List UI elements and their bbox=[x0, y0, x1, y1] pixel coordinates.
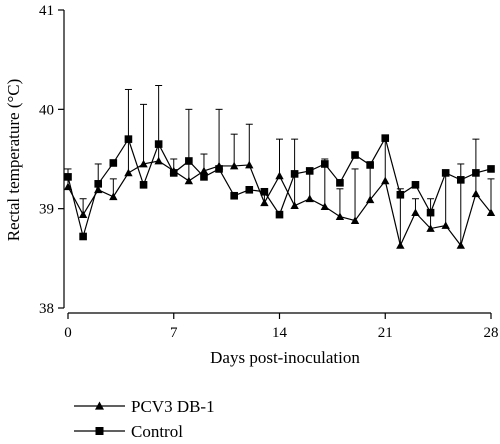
data-point-triangle bbox=[290, 201, 299, 210]
data-point-square bbox=[64, 173, 72, 181]
data-point-triangle bbox=[441, 221, 450, 229]
data-point-square bbox=[169, 169, 178, 177]
data-point-square bbox=[109, 159, 118, 167]
x-axis-title: Days post-inoculation bbox=[210, 348, 360, 367]
data-point-square bbox=[411, 181, 420, 189]
legend-label: Control bbox=[131, 422, 183, 441]
legend: PCV3 DB-1 Control bbox=[74, 397, 215, 441]
data-point-triangle bbox=[94, 185, 103, 194]
legend-marker-triangle bbox=[95, 401, 104, 410]
data-point-square bbox=[472, 169, 480, 177]
data-point-triangle bbox=[486, 208, 496, 216]
data-point-triangle bbox=[184, 176, 194, 185]
legend-marker-square bbox=[95, 427, 104, 435]
legend-label: PCV3 DB-1 bbox=[131, 397, 215, 416]
data-point-square bbox=[381, 134, 390, 142]
x-tick-label: 21 bbox=[378, 325, 393, 341]
y-tick-label: 40 bbox=[39, 102, 54, 118]
data-point-square bbox=[275, 210, 284, 219]
data-point-triangle bbox=[63, 182, 73, 191]
data-point-triangle bbox=[426, 224, 435, 232]
data-point-square bbox=[336, 179, 344, 187]
data-point-triangle bbox=[154, 156, 163, 165]
data-point-square bbox=[154, 140, 163, 148]
data-point-square bbox=[456, 176, 465, 184]
data-point-square bbox=[94, 180, 103, 188]
data-point-triangle bbox=[305, 194, 314, 203]
legend-item: PCV3 DB-1 bbox=[74, 397, 215, 416]
data-point-triangle bbox=[199, 166, 209, 175]
data-point-triangle bbox=[471, 189, 481, 198]
series-markers bbox=[63, 134, 496, 249]
data-point-square bbox=[290, 170, 299, 178]
data-point-square bbox=[245, 185, 254, 194]
data-point-triangle bbox=[124, 168, 133, 177]
plot-area: 38 39 40 41 0 7 14 21 28 bbox=[39, 3, 499, 341]
x-axis-ticks: 0 7 14 21 28 bbox=[64, 313, 499, 341]
data-point-square bbox=[426, 208, 435, 217]
data-point-square bbox=[305, 167, 314, 175]
data-point-triangle bbox=[381, 176, 390, 185]
y-axis-title: Rectal temperature (°C) bbox=[4, 79, 23, 242]
data-point-square bbox=[487, 165, 495, 173]
x-tick-label: 28 bbox=[484, 325, 499, 341]
data-point-square bbox=[139, 181, 148, 189]
data-point-square bbox=[200, 173, 208, 181]
data-point-square bbox=[79, 232, 87, 241]
y-tick-label: 39 bbox=[39, 202, 54, 218]
data-point-triangle bbox=[365, 195, 375, 204]
data-point-square bbox=[441, 169, 450, 177]
data-point-triangle bbox=[275, 171, 284, 180]
y-tick-label: 41 bbox=[39, 3, 54, 19]
x-tick-label: 14 bbox=[272, 325, 288, 341]
data-point-square bbox=[351, 151, 359, 159]
data-point-triangle bbox=[335, 212, 345, 220]
data-point-triangle bbox=[396, 241, 405, 249]
data-point-square bbox=[230, 191, 238, 200]
data-point-triangle bbox=[109, 192, 118, 201]
x-tick-label: 0 bbox=[64, 325, 72, 341]
data-point-triangle bbox=[229, 161, 239, 170]
data-point-square bbox=[124, 135, 133, 143]
data-point-square bbox=[215, 165, 223, 173]
data-point-triangle bbox=[350, 216, 360, 224]
data-point-triangle bbox=[456, 241, 465, 249]
data-point-triangle bbox=[245, 160, 254, 169]
data-point-square bbox=[396, 190, 405, 199]
y-tick-label: 38 bbox=[39, 301, 54, 317]
legend-item: Control bbox=[74, 422, 183, 441]
data-point-triangle bbox=[260, 198, 269, 207]
data-point-triangle bbox=[411, 208, 420, 216]
x-tick-label: 7 bbox=[170, 325, 178, 341]
data-point-triangle bbox=[320, 202, 330, 211]
data-point-square bbox=[366, 161, 374, 169]
data-point-triangle bbox=[139, 159, 148, 168]
error-bars bbox=[64, 84, 495, 246]
y-axis-ticks: 38 39 40 41 bbox=[39, 3, 64, 317]
data-point-square bbox=[260, 187, 269, 196]
data-point-square bbox=[321, 160, 329, 168]
data-point-square bbox=[185, 157, 193, 165]
data-point-triangle bbox=[78, 210, 88, 218]
